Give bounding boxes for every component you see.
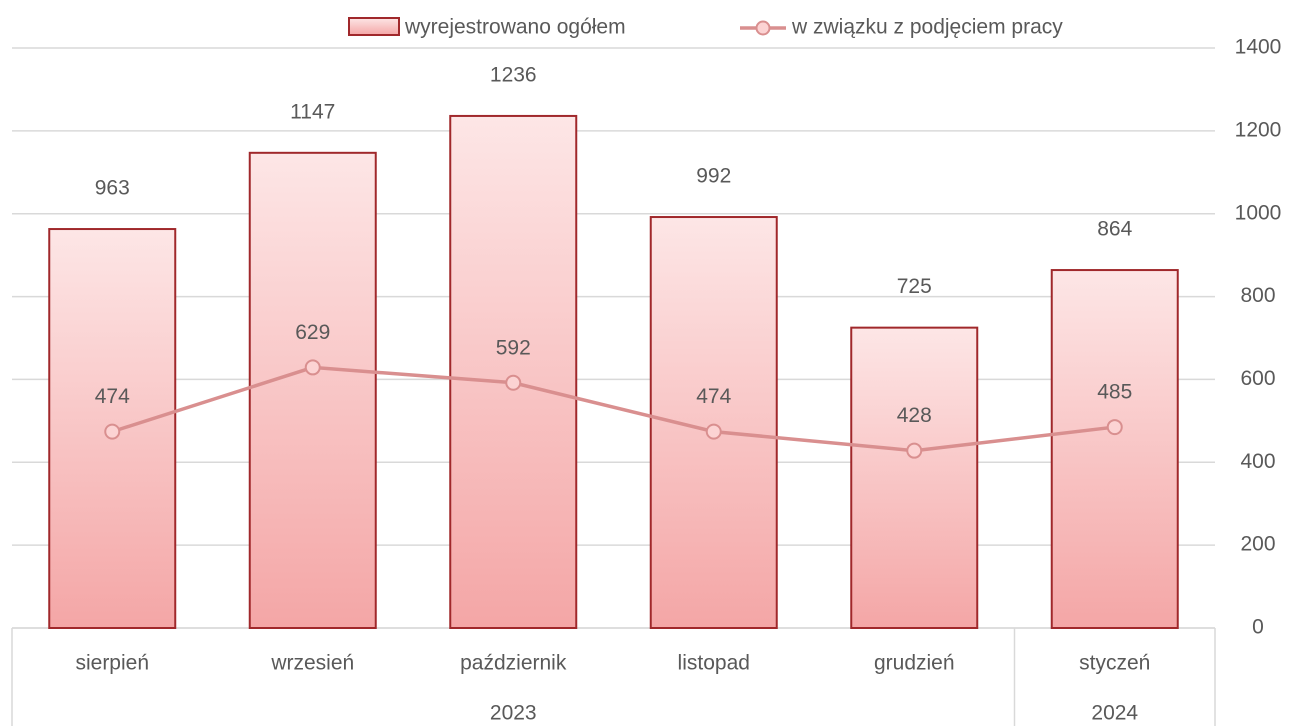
line <box>111 365 1115 453</box>
line-marker <box>505 374 522 391</box>
line-value-label: 474 <box>696 385 731 408</box>
group-label: 2023 <box>490 702 537 725</box>
legend-label: wyrejestrowano ogółem <box>404 16 626 39</box>
line-value-label: 474 <box>95 385 130 408</box>
x-tick-label: sierpień <box>75 652 149 675</box>
legend-swatch <box>755 20 771 36</box>
line-marker <box>906 442 923 459</box>
line-value-label: 629 <box>295 321 330 344</box>
legend-label: w związku z podjęciem pracy <box>791 16 1063 39</box>
x-tick-label: grudzień <box>874 652 955 675</box>
line-marker <box>104 423 121 440</box>
line-marker <box>304 359 321 376</box>
y-tick-label: 1200 <box>1235 118 1282 141</box>
bar <box>1050 269 1179 629</box>
bar-value-label: 725 <box>897 275 932 298</box>
line-value-label: 592 <box>496 336 531 359</box>
x-tick-label: wrzesień <box>270 652 354 675</box>
line-value-label: 485 <box>1097 381 1132 404</box>
bar-value-label: 1236 <box>490 63 537 86</box>
y-tick-label: 0 <box>1252 616 1264 639</box>
y-tick-label: 400 <box>1240 450 1275 473</box>
line-marker <box>705 423 722 440</box>
line-value-label: 428 <box>897 404 932 427</box>
y-tick-label: 600 <box>1240 367 1275 390</box>
bar-value-label: 1147 <box>290 100 335 123</box>
y-tick-label: 1400 <box>1235 36 1282 59</box>
line-marker <box>1106 419 1123 436</box>
legend-swatch <box>348 17 400 36</box>
x-tick-label: październik <box>460 652 567 675</box>
bar <box>449 114 578 629</box>
group-label: 2024 <box>1091 702 1138 725</box>
x-tick-label: styczeń <box>1079 652 1150 675</box>
y-tick-label: 800 <box>1240 284 1275 307</box>
y-tick-label: 200 <box>1240 533 1275 556</box>
x-tick-label: listopad <box>678 652 750 675</box>
bar-value-label: 864 <box>1097 218 1132 241</box>
bar <box>850 326 979 629</box>
bar <box>248 151 377 629</box>
y-tick-label: 1000 <box>1235 201 1282 224</box>
bar-value-label: 963 <box>95 177 130 200</box>
bar-value-label: 992 <box>696 165 731 188</box>
